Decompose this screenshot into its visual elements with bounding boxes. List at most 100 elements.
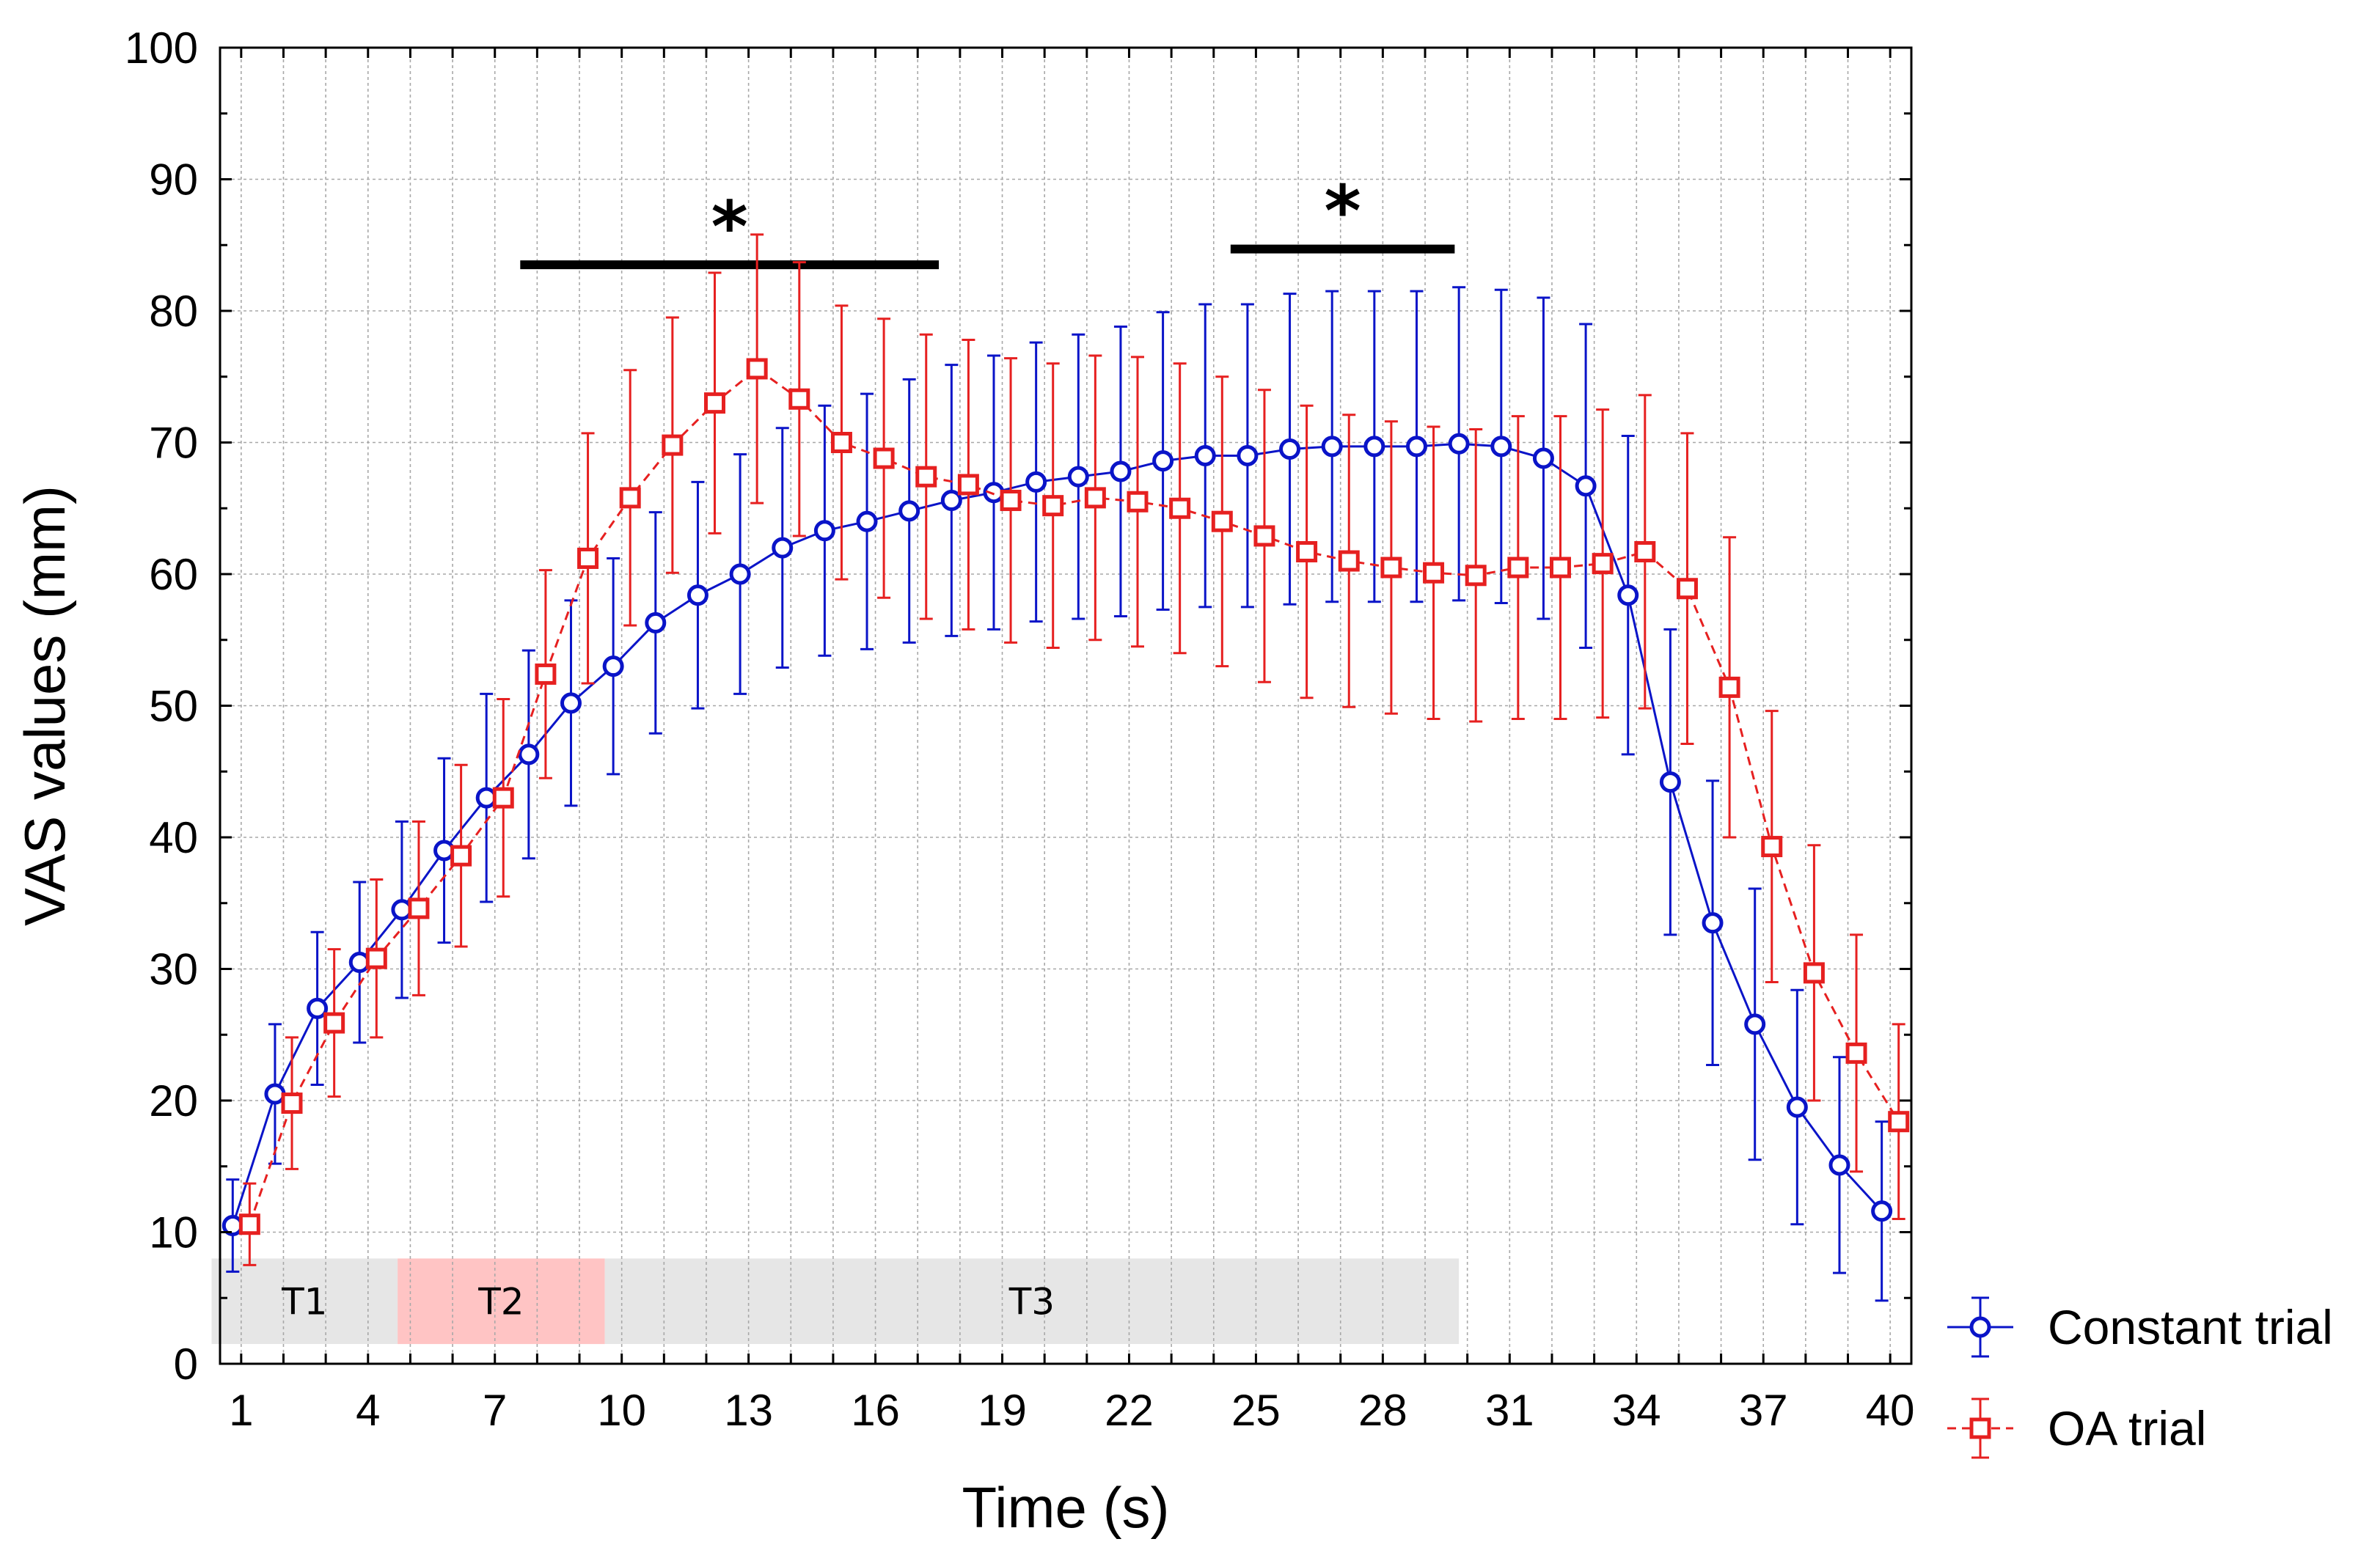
data-point [518, 743, 540, 765]
data-point [1803, 962, 1825, 984]
x-tick-label: 37 [1739, 1386, 1788, 1435]
legend-label: OA trial [2048, 1401, 2206, 1455]
data-point [1000, 489, 1022, 511]
data-point [1676, 578, 1698, 600]
data-point [619, 487, 641, 509]
data-point [1761, 836, 1783, 858]
data-point [1845, 1042, 1867, 1064]
axis-ticks: 1 4 7 10 13 16 19 22 25 28 31 34 37 40 0 10 20 30 40 50 60 70… [125, 23, 1915, 1435]
data-point [873, 447, 895, 469]
data-point [1321, 436, 1343, 458]
data-point [1786, 1096, 1808, 1118]
legend: Constant trial OA trial [1947, 1296, 2333, 1459]
y-tick-label: 60 [149, 550, 198, 599]
y-tick-label: 20 [149, 1076, 198, 1125]
y-tick-label: 80 [149, 287, 198, 336]
region-t3 [604, 1258, 1460, 1345]
data-point [662, 434, 684, 456]
y-tick-label: 40 [149, 813, 198, 862]
x-tick-label: 40 [1866, 1386, 1915, 1435]
legend-marker [1969, 1316, 1991, 1338]
data-point [365, 947, 387, 969]
data-point [704, 392, 726, 414]
data-point [391, 899, 413, 921]
data-point [408, 897, 430, 919]
data-point [1405, 436, 1427, 458]
data-point [1127, 491, 1149, 513]
y-tick-label: 30 [149, 945, 198, 994]
series-constant-trial [221, 286, 1893, 1302]
data-point [1380, 557, 1402, 579]
data-point [1550, 557, 1572, 579]
data-point [1211, 510, 1233, 532]
data-point [264, 1083, 286, 1105]
significance-bars: * * [520, 171, 1455, 270]
region-label: T3 [1008, 1281, 1055, 1323]
x-tick-label: 16 [851, 1386, 900, 1435]
series-oa-trial [238, 233, 1910, 1266]
data-point [1169, 497, 1191, 519]
data-point [915, 466, 937, 488]
y-tick-label: 90 [149, 155, 198, 205]
data-point [1279, 438, 1301, 460]
data-point [746, 358, 768, 380]
legend-item-constant-trial: Constant trial [1947, 1296, 2333, 1358]
x-tick-label: 25 [1231, 1386, 1281, 1435]
data-point [1507, 557, 1529, 579]
data-point [686, 584, 708, 606]
data-point [1253, 525, 1275, 547]
data-point [940, 489, 962, 511]
legend-label: Constant trial [2048, 1300, 2333, 1354]
legend-item-oa-trial: OA trial [1947, 1397, 2206, 1459]
data-point [1744, 1013, 1766, 1035]
data-point [729, 563, 751, 585]
x-tick-label: 19 [978, 1386, 1027, 1435]
data-point [238, 1213, 260, 1235]
data-point [1084, 487, 1106, 509]
data-point [281, 1092, 303, 1114]
data-point [772, 537, 794, 559]
x-tick-label: 4 [356, 1386, 380, 1435]
x-tick-label: 31 [1485, 1386, 1534, 1435]
data-point [1871, 1200, 1893, 1222]
data-point [1634, 540, 1656, 562]
x-tick-label: 1 [229, 1386, 253, 1435]
data-point [1575, 475, 1597, 497]
y-tick-label: 50 [149, 682, 198, 731]
data-point [1532, 447, 1554, 469]
data-point [1025, 471, 1047, 493]
series-line [248, 367, 1900, 1225]
y-axis-title: VAS values (mm) [12, 485, 77, 926]
y-tick-label: 0 [174, 1340, 198, 1389]
data-point [830, 432, 852, 453]
data-point [1110, 460, 1132, 482]
data-point [1888, 1111, 1910, 1133]
data-point [560, 692, 582, 714]
data-point [788, 388, 810, 410]
x-tick-label: 13 [724, 1386, 773, 1435]
x-axis-title: Time (s) [962, 1475, 1169, 1540]
significance-star: * [1325, 171, 1361, 253]
legend-marker [1969, 1417, 1991, 1439]
data-point [1617, 584, 1639, 606]
data-point [813, 520, 835, 542]
data-point [1042, 495, 1064, 517]
data-point [348, 952, 370, 974]
region-label: T1 [281, 1281, 327, 1323]
y-tick-label: 10 [149, 1208, 198, 1257]
data-point [645, 611, 667, 633]
x-tick-label: 7 [483, 1386, 507, 1435]
data-point [1828, 1154, 1850, 1176]
data-point [433, 840, 455, 862]
data-point [1152, 450, 1174, 472]
data-point [1490, 436, 1512, 458]
y-tick-label: 70 [149, 419, 198, 468]
x-tick-label: 28 [1358, 1386, 1407, 1435]
x-tick-label: 22 [1105, 1386, 1154, 1435]
y-tick-label: 100 [125, 23, 198, 73]
data-point [1296, 540, 1318, 562]
data-point [323, 1012, 345, 1034]
data-point [1448, 433, 1470, 455]
series-line [231, 442, 1883, 1226]
